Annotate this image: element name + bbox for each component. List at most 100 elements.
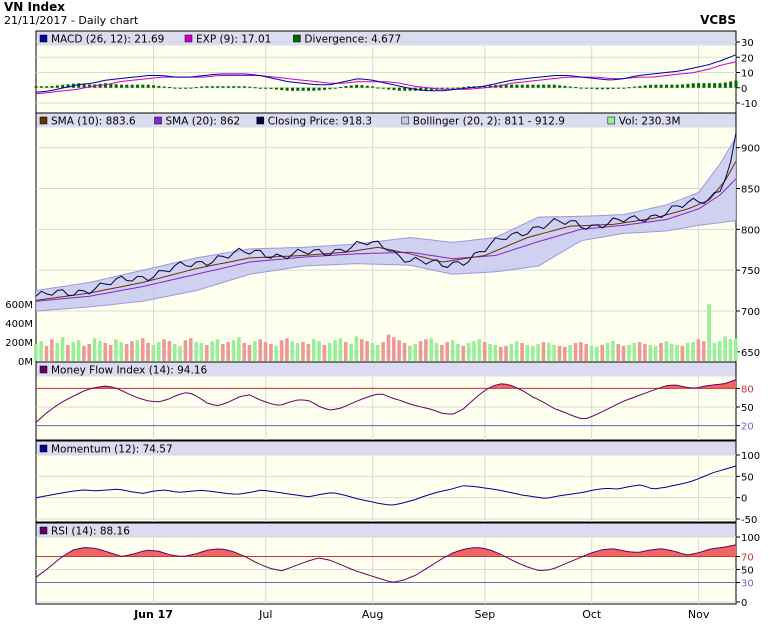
volume-bar (440, 344, 444, 361)
volume-bar (664, 341, 669, 361)
macd-divergence-bar (280, 87, 284, 91)
macd-divergence-bar (392, 87, 396, 91)
volume-bar (643, 343, 647, 361)
volume-bar (541, 342, 546, 361)
volume-bar (306, 343, 311, 361)
volume-bar (76, 340, 81, 361)
macd-divergence-bar (542, 84, 546, 88)
volume-bar (183, 340, 188, 361)
macd-legend-label: EXP (9): 17.01 (196, 34, 271, 46)
macd-divergence-bar (103, 83, 107, 88)
volume-bar (322, 344, 327, 361)
macd-divergence-bar (558, 85, 562, 88)
volume-bar (600, 344, 605, 361)
rsi-tick-label: 70 (741, 553, 754, 564)
volume-tick-label: 600M (5, 300, 33, 311)
macd-divergence-bar (552, 84, 556, 88)
volume-bar (98, 341, 102, 361)
macd-divergence-bar (734, 80, 738, 88)
volume-bar (552, 344, 556, 361)
mfi-legend-bar (36, 362, 736, 377)
macd-divergence-bar (216, 86, 220, 88)
rsi-tick-label: 30 (741, 579, 754, 590)
volume-bar (605, 343, 610, 361)
momentum-legend-label: Momentum (12): 74.57 (51, 444, 173, 456)
macd-divergence-bar (643, 85, 647, 88)
volume-bar (434, 343, 439, 361)
macd-divergence-bar (371, 86, 375, 88)
volume-bar (579, 342, 583, 361)
macd-tick-label: 30 (741, 38, 754, 49)
volume-bar (461, 345, 466, 361)
price-tick-label: 650 (741, 348, 760, 359)
macd-divergence-bar (45, 86, 49, 88)
macd-divergence-bar (269, 87, 273, 89)
macd-legend-label: Divergence: 4.677 (304, 34, 401, 46)
volume-bar (87, 343, 92, 361)
volume-bar (295, 343, 300, 361)
macd-divergence-bar (82, 83, 86, 88)
macd-divergence-bar (274, 87, 278, 90)
macd-divergence-bar (258, 87, 262, 89)
macd-divergence-bar (456, 87, 460, 89)
volume-bar (167, 341, 172, 361)
volume-bar (269, 343, 273, 361)
momentum-line (35, 465, 737, 506)
volume-bar (92, 338, 97, 361)
volume-bar (172, 343, 177, 361)
volume-bar (472, 341, 476, 361)
volume-bar (130, 341, 134, 361)
price-tick-label: 850 (741, 185, 760, 196)
macd-divergence-bar (670, 84, 674, 88)
macd-divergence-bar (606, 87, 610, 90)
macd-tick-label: 0 (741, 84, 747, 95)
volume-bar (108, 344, 113, 361)
macd-divergence-bar (130, 84, 134, 88)
macd-divergence-bar (665, 84, 669, 88)
volume-bar (188, 338, 193, 361)
macd-divergence-bar (264, 87, 268, 89)
volume-bar (701, 341, 706, 361)
volume-bar (333, 340, 337, 361)
volume-bar (258, 339, 263, 361)
price-legend-swatch (154, 116, 162, 125)
brand-label: VCBS (700, 13, 736, 27)
volume-bar (285, 338, 289, 361)
volume-bar (648, 344, 653, 361)
macd-divergence-bar (77, 83, 81, 88)
macd-divergence-bar (461, 86, 465, 88)
volume-bar (456, 343, 460, 361)
rsi-overbought-fill (586, 544, 736, 557)
rsi-tick-label: 50 (741, 566, 754, 577)
macd-divergence-bar (365, 85, 369, 88)
macd-divergence-bar (654, 84, 658, 88)
volume-bar (504, 345, 508, 361)
rsi-tick-label: 0 (741, 598, 747, 609)
volume-bar (221, 343, 225, 361)
price-tick-label: 800 (741, 225, 760, 236)
macd-divergence-bar (697, 83, 701, 88)
macd-divergence-bar (584, 87, 588, 89)
volume-bar (573, 343, 578, 361)
volume-bar (290, 341, 295, 361)
volume-bar (338, 338, 343, 361)
volume-bar (194, 342, 198, 361)
macd-divergence-bar (285, 87, 289, 91)
rsi-legend-label: RSI (14): 88.16 (51, 526, 130, 538)
macd-divergence-bar (483, 86, 487, 88)
volume-bar (584, 343, 588, 361)
volume-bar (253, 341, 257, 361)
momentum-legend-swatch (39, 444, 48, 453)
macd-divergence-bar (681, 84, 685, 88)
volume-bar (734, 338, 738, 361)
volume-bar (242, 343, 246, 361)
x-axis-label: Jun 17 (133, 608, 173, 621)
macd-divergence-bar (237, 86, 241, 88)
volume-bar (204, 344, 209, 361)
macd-divergence-bar (563, 85, 567, 88)
volume-bar (488, 343, 492, 361)
volume-bar (263, 342, 268, 361)
volume-bar (386, 334, 391, 361)
